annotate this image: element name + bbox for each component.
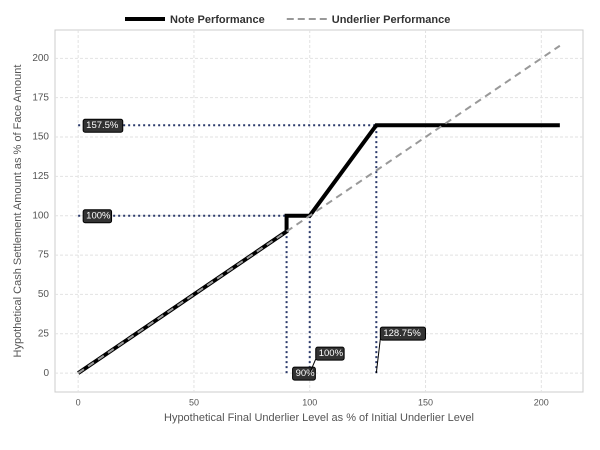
legend-label: Underlier Performance <box>332 14 451 26</box>
y-tick-label: 100 <box>32 210 49 221</box>
legend-label: Note Performance <box>170 14 265 26</box>
y-axis-label: Hypothetical Cash Settlement Amount as %… <box>12 65 24 358</box>
y-tick-label: 150 <box>32 132 49 143</box>
x-axis-label: Hypothetical Final Underlier Level as % … <box>164 412 474 424</box>
y-tick-label: 50 <box>38 289 50 300</box>
leader-line <box>309 358 317 374</box>
y-tick-label: 175 <box>32 92 49 103</box>
x-tick-label: 150 <box>418 397 433 407</box>
y-tick-label: 200 <box>32 53 49 64</box>
x-tick-label: 50 <box>189 397 199 407</box>
annotation-label: 90% <box>296 368 316 379</box>
annotation-box <box>379 326 427 341</box>
y-tick-label: 0 <box>43 368 49 379</box>
y-tick-label: 75 <box>38 250 50 261</box>
annotation-label: 100% <box>86 211 111 222</box>
leader-line <box>375 339 381 374</box>
y-tick-label: 125 <box>32 171 49 182</box>
annotation-box <box>292 366 316 381</box>
y-tick-label: 25 <box>38 328 50 339</box>
annotation-box <box>315 346 345 361</box>
annotation-label: 100% <box>319 348 344 359</box>
annotation-box <box>82 118 124 133</box>
x-tick-label: 200 <box>534 397 549 407</box>
annotation-label: 157.5% <box>86 120 119 131</box>
annotation-box <box>82 209 113 224</box>
x-tick-label: 0 <box>76 397 81 407</box>
x-tick-label: 100 <box>302 397 317 407</box>
plot-frame <box>54 29 584 393</box>
annotation-label: 128.75% <box>383 328 421 339</box>
series-line <box>77 44 561 374</box>
